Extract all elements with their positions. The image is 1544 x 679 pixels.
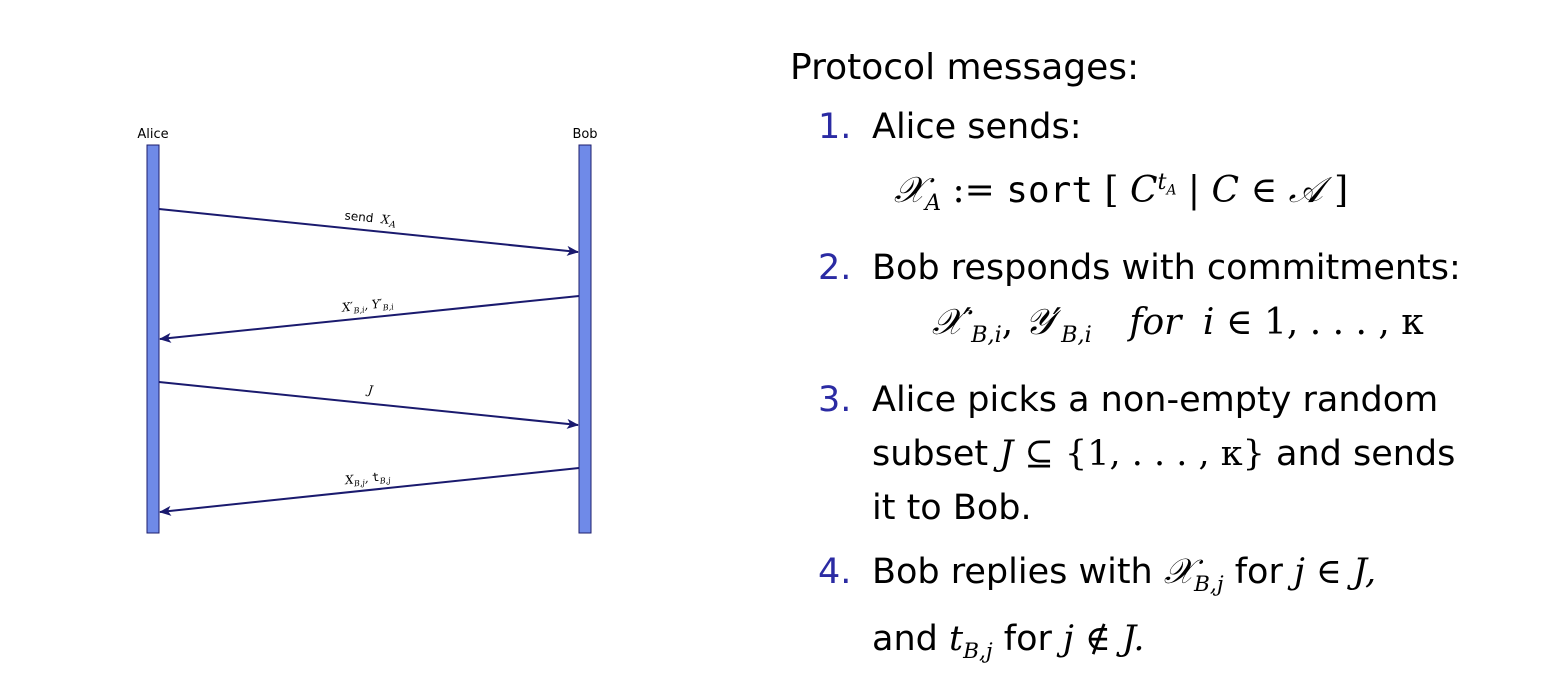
step-text-line-1: Alice picks a non-empty random [872, 380, 1439, 421]
message-label-4: XB,j, tB,j [343, 469, 391, 490]
step-number: 4. [818, 552, 852, 593]
alice-actor-label: Alice [137, 127, 168, 142]
protocol-heading: Protocol messages: [790, 47, 1140, 88]
bob-actor-label: Bob [572, 127, 597, 142]
message-label-3: J [364, 383, 374, 398]
step-formula: 𝒳A := sort [ CtA | C ∈ 𝒜 ] [894, 169, 1349, 217]
step-formula: 𝒳′B,i, 𝒴′B,i for i ∈ 1, . . . , κ [932, 302, 1424, 349]
alice-lifeline [146, 144, 160, 534]
step-number: 3. [818, 380, 852, 421]
message-arrow-3 [158, 381, 579, 429]
bob-lifeline [578, 144, 592, 534]
step-number: 2. [818, 248, 852, 289]
message-label-2: X′B,i, Y′B,i [340, 295, 394, 316]
protocol-step-4: 4. Bob replies with 𝒳B,j for j ∈ J, and … [790, 545, 1530, 679]
step-text-line-3: it to Bob. [872, 488, 1032, 529]
message-arrow-1 [158, 208, 579, 256]
protocol-step-2: 2. Bob responds with commitments: 𝒳′B,i,… [790, 241, 1530, 363]
step-text-line-2: subset J ⊆ {1, . . . , κ} and sends [872, 434, 1456, 475]
step-text: Alice sends: [872, 107, 1082, 147]
step-number: 1. [818, 107, 852, 147]
message-arrow-2 [159, 295, 580, 343]
sequence-diagram: Alice Bob send XA X′B,i, Y′B,i J XB,j, t… [137, 127, 598, 534]
step-text-line-2: and tB,j for j ∉ J. [872, 619, 1145, 665]
protocol-step-3: 3. Alice picks a non-empty random subset… [790, 373, 1530, 535]
message-label-1: send XA [344, 208, 398, 230]
protocol-step-1: 1. Alice sends: 𝒳A := sort [ CtA | C ∈ 𝒜… [790, 100, 1530, 231]
step-text-line-1: Bob replies with 𝒳B,j for j ∈ J, [872, 552, 1377, 598]
step-text: Bob responds with commitments: [872, 248, 1461, 289]
protocol-panel: Protocol messages: 1. Alice sends: 𝒳A :=… [790, 44, 1530, 679]
message-arrow-4 [159, 467, 580, 516]
